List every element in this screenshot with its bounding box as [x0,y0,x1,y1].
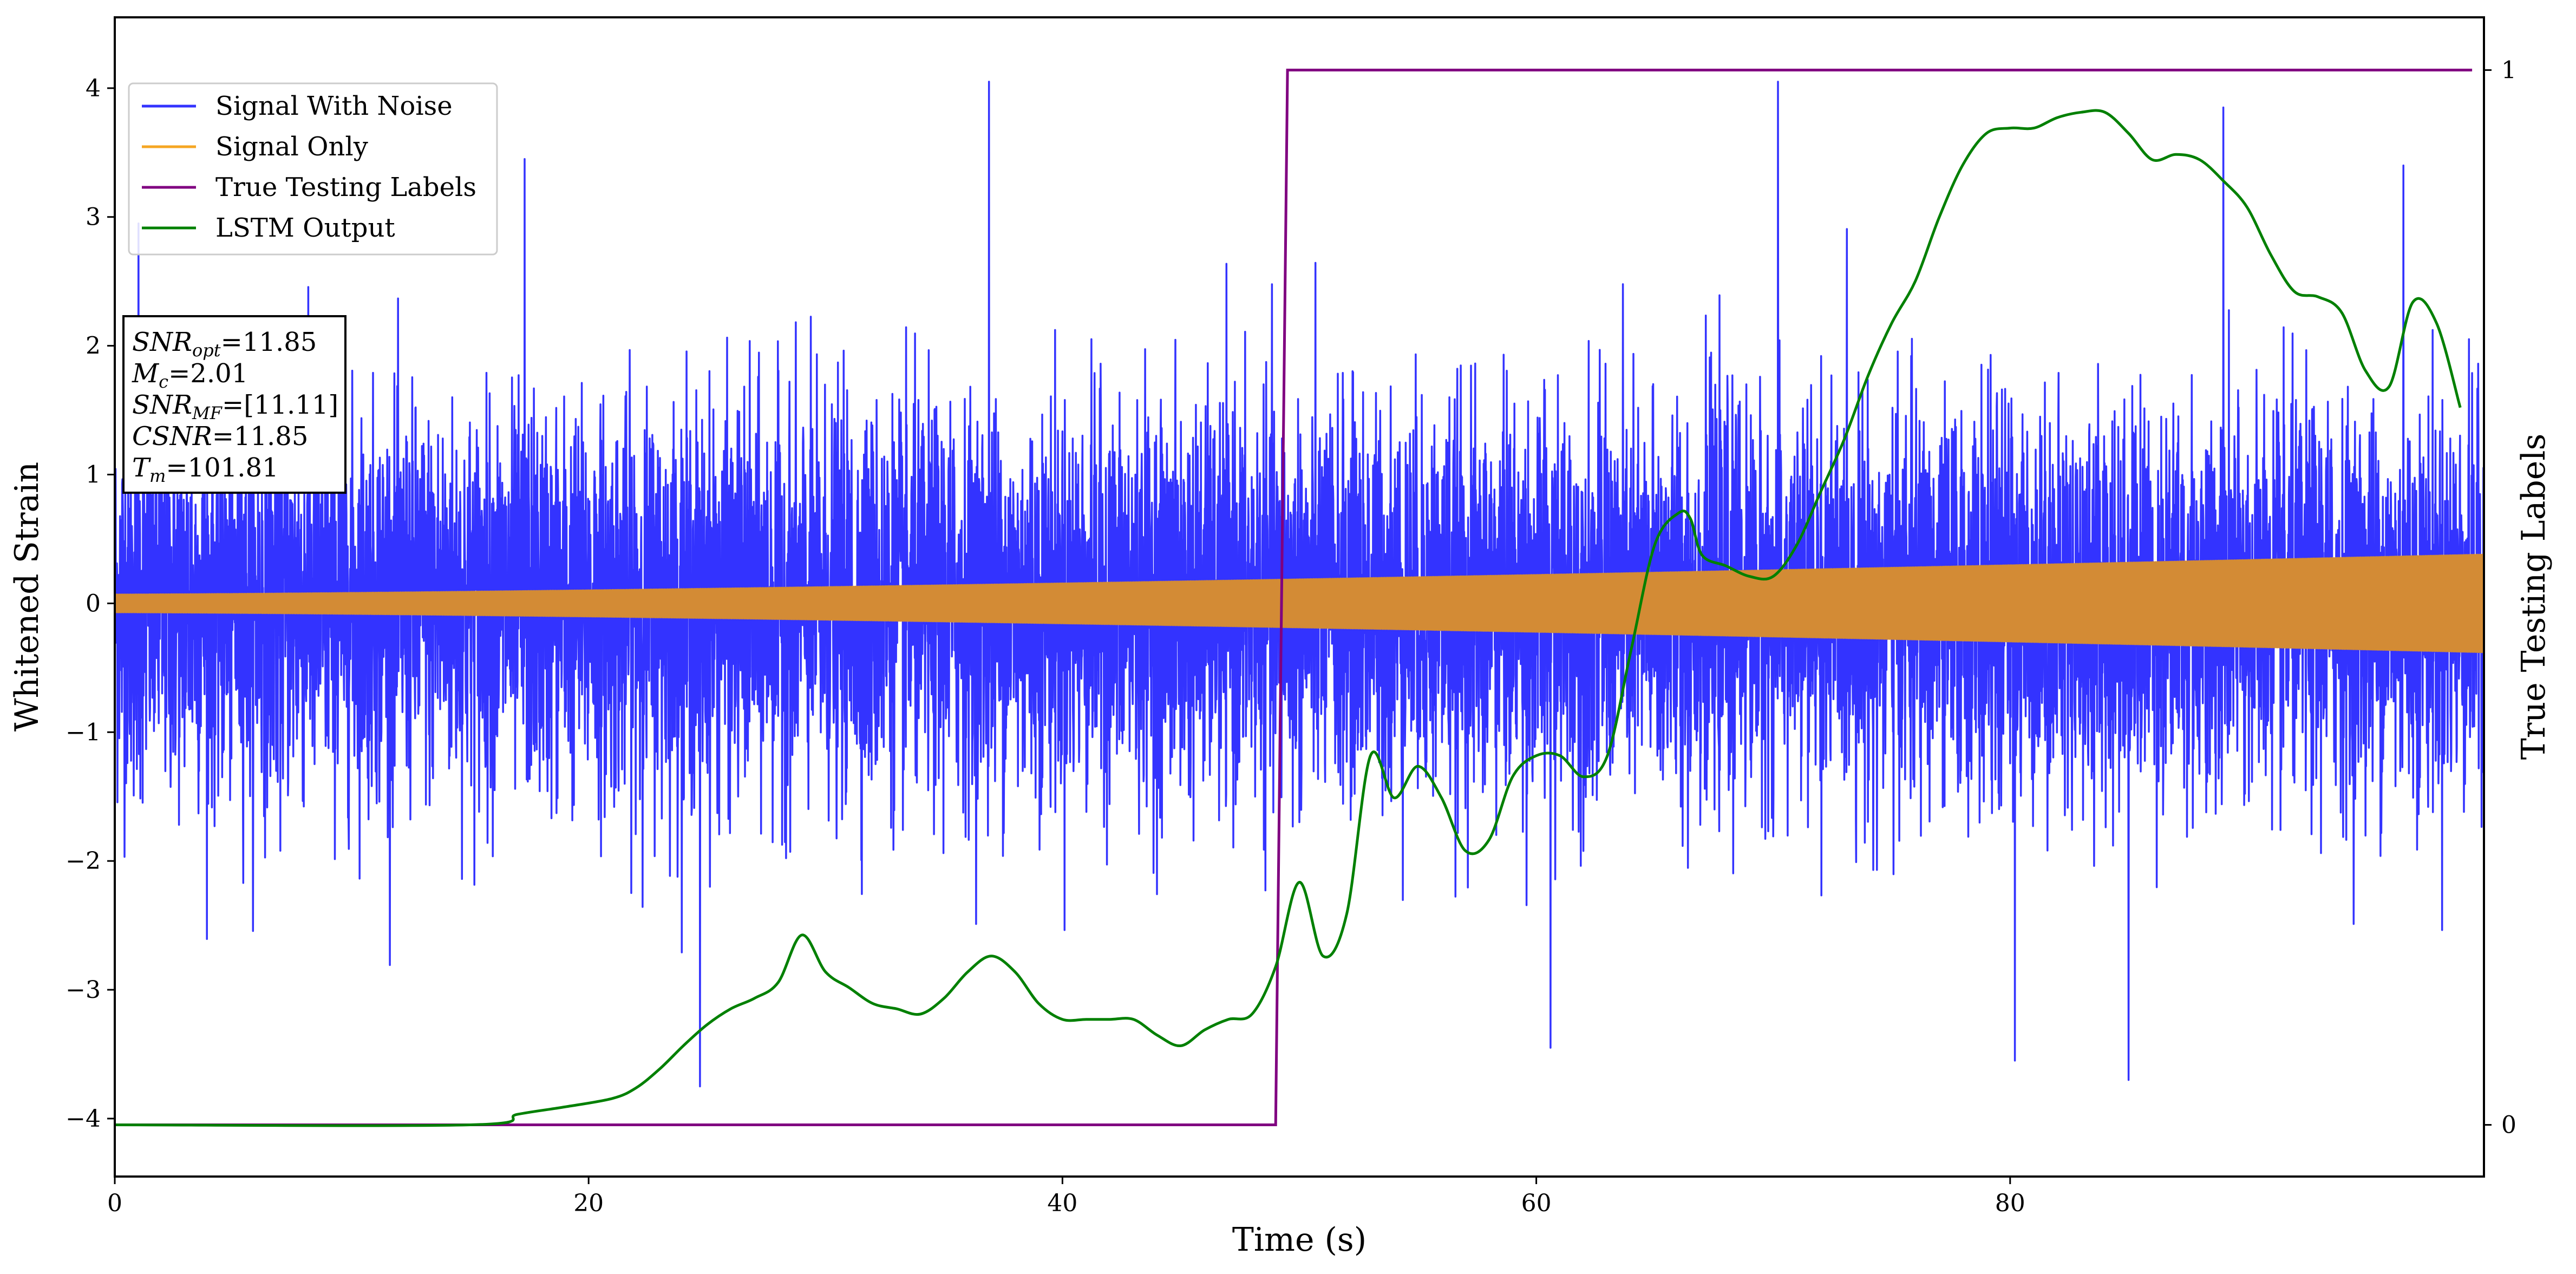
x-tick-label: 60 [1521,1190,1552,1217]
series-line-true-testing-labels [115,68,2473,1126]
info-box-line: Mc=2.01 [132,358,248,392]
x-tick-label: 20 [573,1190,604,1217]
y2-axis-title: True Testing Labels [2515,434,2553,760]
plot-frame [114,16,2485,1178]
y-axis-left: −4 −3 −2 −1 0 1 2 3 4 [66,75,115,1133]
info-box-line: Tm=101.81 [132,453,279,486]
legend: Signal With Noise Signal Only True Testing… [128,82,498,256]
y-tick-label: 4 [86,75,101,102]
x-tick-label: 40 [1047,1190,1077,1217]
y2-tick-label: 0 [2501,1112,2516,1139]
y-tick-label: −4 [66,1105,101,1133]
series-line-lstm-output [115,109,2462,1127]
info-box-line: CSNR=11.85 [132,421,308,452]
y-tick-label: 3 [86,204,101,231]
y-tick-label: −3 [66,976,101,1004]
y2-tick-label: 1 [2501,56,2516,84]
y-tick-label: 1 [86,461,101,489]
legend-label: True Testing Labels [215,172,476,202]
x-tick-label: 0 [107,1190,122,1217]
info-box-frame [122,315,346,494]
y-tick-label: 2 [86,332,101,360]
legend-label: Signal With Noise [215,91,453,121]
info-box-line: SNRMF=[11.11] [132,390,338,423]
legend-label: Signal Only [215,132,368,162]
y-tick-label: −2 [66,847,101,875]
y-axis-right: 01 [2484,56,2516,1139]
y-axis-title: Whitened Strain [8,462,46,731]
y-tick-label: −1 [66,718,101,746]
legend-label: LSTM Output [215,213,395,243]
info-box-line: SNRopt=11.85 [132,327,317,361]
y-tick-label: 0 [86,590,101,617]
legend-frame [128,82,498,256]
series-line-signal-only [115,553,2484,654]
plot-area [115,68,2484,1127]
info-box: SNRopt=11.85Mc=2.01SNRMF=[11.11]CSNR=11.… [122,315,346,494]
x-tick-label: 80 [1995,1190,2025,1217]
x-axis-title: Time (s) [1232,1221,1367,1259]
x-axis: 0 20 40 60 80 [107,1177,2025,1217]
